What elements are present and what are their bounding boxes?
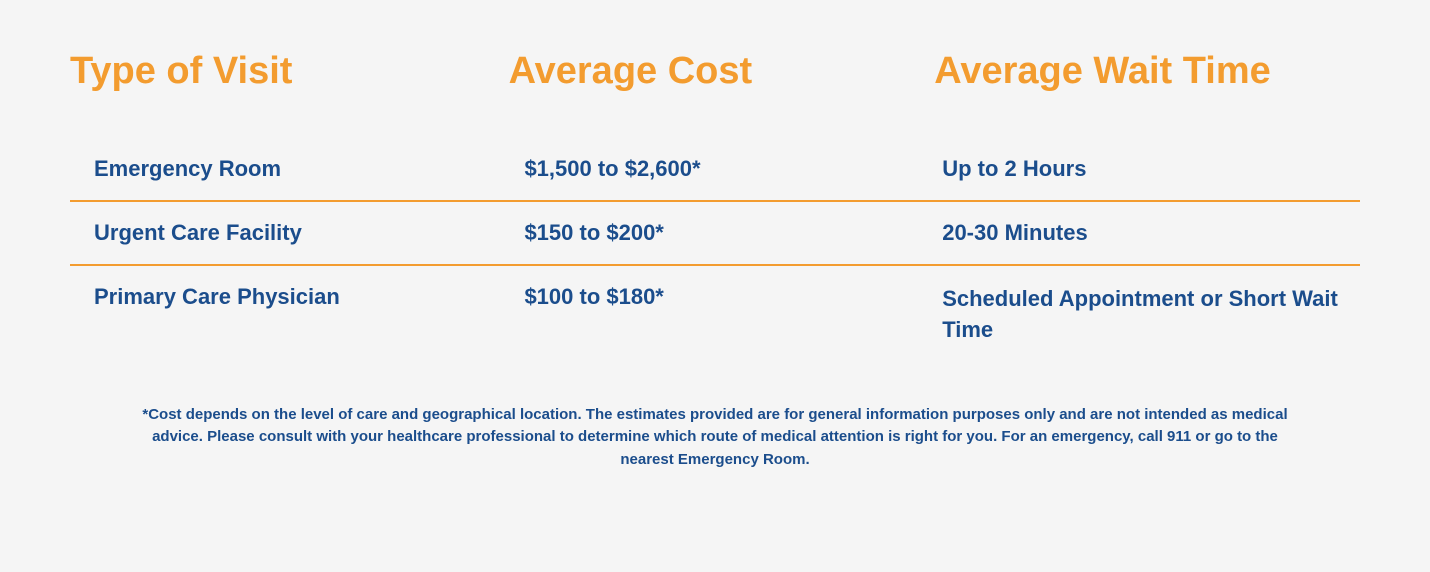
cell-wait: Up to 2 Hours	[942, 156, 1360, 182]
table-header-row: Type of Visit Average Cost Average Wait …	[70, 50, 1360, 93]
comparison-table: Type of Visit Average Cost Average Wait …	[70, 50, 1360, 364]
cell-wait: 20-30 Minutes	[942, 220, 1360, 246]
cell-cost: $150 to $200*	[524, 220, 942, 246]
cell-wait: Scheduled Appointment or Short Wait Time	[942, 284, 1360, 346]
header-type-of-visit: Type of Visit	[70, 50, 509, 93]
header-average-wait-time: Average Wait Time	[934, 50, 1360, 93]
footnote-disclaimer: *Cost depends on the level of care and g…	[70, 404, 1360, 472]
cell-cost: $1,500 to $2,600*	[524, 156, 942, 182]
cell-cost: $100 to $180*	[524, 284, 942, 346]
cell-visit-type: Urgent Care Facility	[94, 220, 524, 246]
table-row: Urgent Care Facility $150 to $200* 20-30…	[70, 202, 1360, 264]
cell-visit-type: Primary Care Physician	[94, 284, 524, 346]
table-row: Primary Care Physician $100 to $180* Sch…	[70, 266, 1360, 364]
cell-visit-type: Emergency Room	[94, 156, 524, 182]
header-average-cost: Average Cost	[509, 50, 935, 93]
table-row: Emergency Room $1,500 to $2,600* Up to 2…	[70, 138, 1360, 200]
